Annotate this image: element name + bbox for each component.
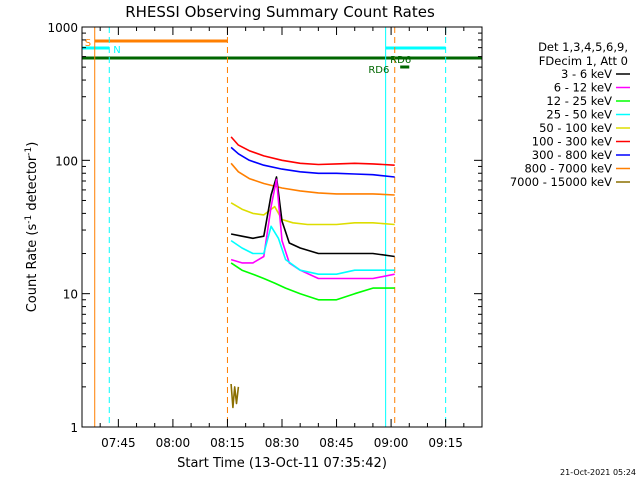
y-axis-ticks: 1 10 100 1000 [47, 21, 482, 435]
plot-frame [81, 26, 483, 428]
series-line-0 [230, 136, 395, 166]
legend-header-1: Det 1,3,4,5,6,9, [538, 40, 628, 54]
x-axis-label: Start Time (13-Oct-11 07:35:42) [177, 456, 387, 471]
y-tick-label-1: 10 [63, 288, 78, 302]
legend-label-2: 12 - 25 keV [546, 94, 612, 108]
series-line-6 [230, 225, 395, 276]
legend-label-1: 6 - 12 keV [554, 81, 612, 95]
series-line-7 [230, 262, 395, 301]
legend-header-2: FDecim 1, Att 0 [539, 54, 628, 68]
series-line-3 [230, 202, 395, 226]
series-line-8 [230, 383, 240, 409]
x-tick-label-4: 08:45 [319, 436, 354, 450]
x-tick-label-6: 09:15 [428, 436, 463, 450]
chart-title: RHESSI Observing Summary Count Rates [125, 3, 435, 21]
legend-label-0: 3 - 6 keV [561, 67, 612, 81]
x-axis-ticks: 07:45 08:00 08:15 08:30 08:45 09:00 09:15 [99, 27, 465, 450]
legend-label-6: 300 - 800 keV [532, 148, 612, 162]
annotation-s-0: S [85, 38, 91, 49]
series-line-2 [230, 162, 395, 196]
series-line-4 [230, 176, 395, 258]
legend-label-7: 800 - 7000 keV [524, 162, 612, 176]
x-tick-label-5: 09:00 [374, 436, 409, 450]
legend-label-3: 25 - 50 keV [546, 108, 612, 122]
series-line-1 [230, 146, 395, 178]
footer-date: 21-Oct-2021 05:24 [560, 468, 636, 477]
annotation-rd6-3: RD6 [390, 55, 411, 66]
data-lines [230, 136, 395, 409]
series-line-5 [230, 178, 395, 280]
y-axis-label: Count Rate (s-1 detector-1) [24, 142, 40, 313]
annotation-rd6-2: RD6 [368, 65, 389, 76]
legend-label-8: 7000 - 15000 keV [510, 175, 612, 189]
x-tick-label-1: 08:00 [156, 436, 191, 450]
legend-label-4: 50 - 100 keV [539, 121, 612, 135]
annotation-n-1: N [113, 45, 120, 56]
y-tick-label-2: 100 [55, 154, 78, 168]
x-tick-label-0: 07:45 [101, 436, 136, 450]
legend: Det 1,3,4,5,6,9, FDecim 1, Att 0 3 - 6 k… [510, 40, 630, 189]
y-tick-label-3: 1000 [47, 21, 78, 35]
y-tick-label-0: 1 [70, 421, 78, 435]
x-tick-label-3: 08:30 [265, 436, 300, 450]
x-tick-label-2: 08:15 [210, 436, 245, 450]
legend-label-5: 100 - 300 keV [532, 135, 612, 149]
